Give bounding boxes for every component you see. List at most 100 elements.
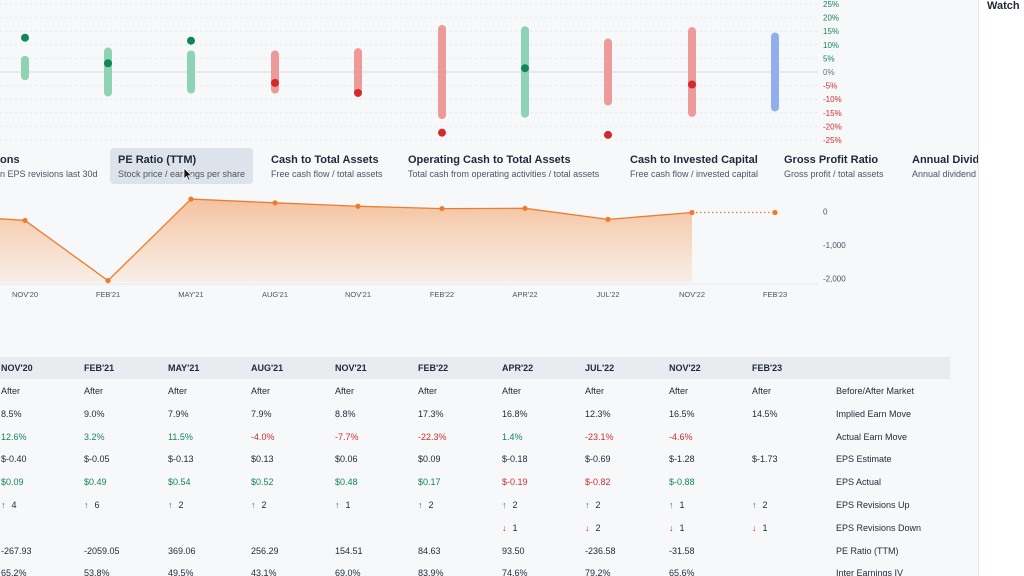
metric-tab[interactable]: Operating Cash to Total Assets Total cash…	[400, 148, 607, 184]
x-tick-label: NOV'22	[679, 290, 705, 299]
table-cell: ↓ 2	[585, 523, 601, 533]
implied-move-bar	[271, 50, 279, 94]
y-tick-label: 5%	[823, 54, 835, 63]
revision-count: 2	[512, 500, 518, 510]
revision-count: 1	[762, 522, 768, 533]
table-cell: ↑ 6	[84, 500, 100, 510]
y-tick-label: 0	[823, 207, 828, 216]
metric-tab[interactable]: Cash to Total Assets Free cash flow / tot…	[263, 148, 391, 184]
table-cell: -31.58	[669, 545, 695, 556]
table-cell: 69.0%	[335, 568, 361, 576]
table-cell: $-1.28	[669, 454, 695, 465]
metric-tab[interactable]: PE Ratio (TTM) Stock price / earnings per…	[110, 148, 254, 184]
y-tick-label: -25%	[823, 136, 842, 145]
table-cell: -4.6%	[669, 431, 693, 442]
watch-label[interactable]: Watch	[987, 0, 1020, 12]
metric-tab-subtitle: Gross profit / total assets	[784, 169, 884, 179]
actual-move-dot	[187, 36, 195, 45]
table-cell: ↑ 2	[502, 500, 518, 510]
table-cell: $0.52	[251, 477, 274, 488]
metric-tab-title: Operating Cash to Total Assets	[408, 154, 571, 166]
table-cell: 3.2%	[84, 431, 105, 442]
arrow-up-icon: ↑	[752, 500, 757, 510]
table-cell: $0.49	[84, 477, 107, 488]
table-cell: $-0.88	[669, 477, 695, 488]
actual-move-dot	[21, 33, 29, 42]
pe-ratio-chart: 0 -1,000 -2,000 NOV'20 FEB'21 MAY'21 AUG'21 NOV…	[0, 196, 846, 299]
column-header: NOV'22	[669, 363, 701, 373]
arrow-up-icon: ↑	[1, 500, 6, 510]
table-cell: After	[418, 386, 438, 396]
table-cell: $-1.73	[752, 454, 778, 465]
table-cell: -2059.05	[84, 545, 120, 556]
metric-tab-title: Annual Divide	[912, 154, 978, 166]
column-header: AUG'21	[251, 363, 284, 373]
metric-tab-title: ons	[0, 154, 20, 166]
x-tick-label: JUL'22	[596, 290, 619, 299]
mouse-cursor-icon	[183, 167, 193, 181]
metric-tab[interactable]: Annual Divide Annual dividend	[904, 148, 978, 184]
table-cell: 12.6%	[1, 431, 27, 442]
revision-count: 2	[178, 500, 184, 510]
table-cell: After	[1, 386, 21, 396]
x-tick-label: NOV'21	[345, 290, 371, 299]
x-tick-label: FEB'21	[96, 290, 120, 299]
table-cell: 7.9%	[251, 408, 272, 419]
implied-move-bar	[354, 48, 362, 96]
table-cell: 65.2%	[1, 568, 27, 576]
table-cell: $-0.69	[585, 454, 611, 465]
table-cell: $0.48	[335, 477, 358, 488]
table-cell: ↑ 2	[168, 500, 184, 510]
actual-move-dot	[688, 80, 696, 89]
pe-area-fill	[0, 199, 692, 282]
row-label: Before/After Market	[836, 386, 915, 396]
table-cell: $-0.05	[84, 454, 110, 465]
table-cell: $-0.82	[585, 477, 611, 488]
table-cell: 53.8%	[84, 568, 110, 576]
metric-tab[interactable]: ons n EPS revisions last 30d	[0, 148, 106, 184]
earnings-panel: 25% 20% 15% 10% 5% 0% -5% -10% -15% -20% -25% ons n…	[0, 0, 978, 576]
revision-count: 1	[679, 500, 685, 510]
column-header: FEB'22	[418, 363, 449, 373]
column-header: JUL'22	[585, 363, 615, 373]
table-cell: 49.5%	[168, 568, 194, 576]
revision-count: 4	[11, 500, 17, 510]
metric-tab-subtitle: Annual dividend	[912, 169, 977, 179]
table-cell: 11.5%	[168, 431, 193, 442]
table-cell: -267.93	[1, 545, 32, 556]
table-cell: -7.7%	[335, 431, 359, 442]
actual-move-dot	[604, 130, 612, 139]
y-tick-label: -15%	[823, 109, 842, 118]
metric-tab[interactable]: Gross Profit Ratio Gross profit / total a…	[776, 148, 892, 184]
table-cell: 65.6%	[669, 568, 695, 576]
actual-move-dot	[438, 128, 446, 137]
table-header	[0, 357, 950, 379]
y-tick-label: 20%	[823, 14, 839, 23]
actual-move-dot	[521, 64, 529, 73]
arrow-down-icon: ↓	[585, 522, 590, 533]
implied-move-bar	[771, 32, 779, 112]
pe-data-point	[522, 205, 528, 211]
table-cell: -4.0%	[251, 431, 275, 442]
row-label: Inter Earnings IV	[836, 568, 904, 576]
arrow-up-icon: ↑	[502, 500, 507, 510]
actual-move-dot	[271, 78, 279, 87]
column-header: NOV'21	[335, 363, 367, 373]
pe-data-point	[22, 217, 28, 224]
revision-count: 1	[679, 522, 685, 533]
metric-tab-title: Gross Profit Ratio	[784, 154, 879, 166]
table-cell: 16.8%	[502, 408, 528, 419]
table-cell: $-0.13	[168, 454, 194, 465]
table-cell: ↑ 2	[251, 500, 267, 510]
implied-move-bar	[688, 27, 696, 117]
arrow-down-icon: ↓	[752, 522, 757, 533]
table-cell: 8.8%	[335, 408, 356, 419]
table-cell: $0.06	[335, 454, 358, 465]
arrow-up-icon: ↑	[418, 500, 423, 510]
metric-tab[interactable]: Cash to Invested Capital Free cash flow /…	[622, 148, 766, 184]
column-header: MAY'21	[168, 363, 200, 373]
revision-count: 2	[261, 500, 267, 510]
table-cell: 93.50	[502, 545, 525, 556]
actual-move-dot	[354, 88, 362, 97]
revision-count: 6	[94, 500, 100, 510]
